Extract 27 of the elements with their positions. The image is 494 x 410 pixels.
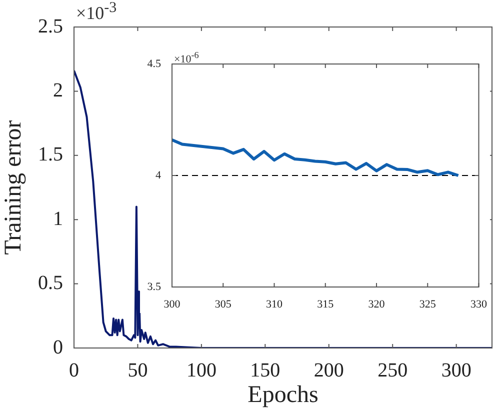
y-tick-label: 4.5 xyxy=(147,58,162,70)
x-tick-label: 315 xyxy=(317,298,334,310)
y-tick-label: 2 xyxy=(53,79,63,102)
y-axis-title: Training error xyxy=(0,120,27,255)
x-tick-label: 250 xyxy=(378,359,408,382)
y-tick-label: 0 xyxy=(53,336,63,358)
y-tick-label: 1 xyxy=(53,208,63,230)
y-tick-label: 0.5 xyxy=(38,272,63,294)
x-tick-label: 0 xyxy=(69,359,79,382)
x-tick-label: 310 xyxy=(266,298,283,310)
x-tick-label: 300 xyxy=(441,359,472,382)
x-tick-label: 150 xyxy=(250,359,280,382)
annotation: ×10$^{-6}$ xyxy=(174,50,199,66)
text: ×10$^{-3}$ xyxy=(76,0,117,24)
x-tick-label: 50 xyxy=(128,359,148,382)
y-tick-label: 1.5 xyxy=(38,144,63,166)
x-tick-label: 305 xyxy=(214,298,232,310)
x-tick-label: 100 xyxy=(186,359,216,382)
y-tick-label: 2.5 xyxy=(38,15,63,38)
y-tick-label: 3.5 xyxy=(147,280,162,293)
x-tick-label: 330 xyxy=(470,298,488,310)
x-tick-label: 320 xyxy=(368,298,386,310)
y-tick-label: 4 xyxy=(156,169,162,182)
x-tick-label: 325 xyxy=(419,298,436,310)
x-axis-title: Epochs xyxy=(248,382,318,408)
x-tick-label: 300 xyxy=(164,298,181,310)
x-tick-label: 200 xyxy=(314,359,344,382)
